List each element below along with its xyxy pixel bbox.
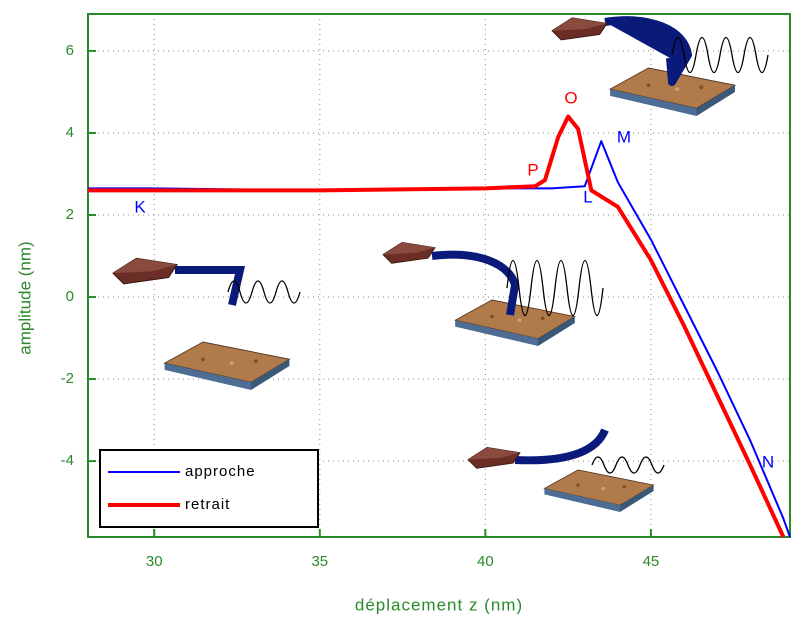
y-tick-label: 0	[66, 288, 74, 305]
plot-frame	[87, 13, 791, 538]
point-annotation: P	[527, 160, 538, 179]
cantilever-illustration	[382, 241, 436, 264]
cantilever-illustration	[551, 17, 608, 41]
legend-box	[99, 449, 319, 528]
y-tick-label: 6	[66, 42, 74, 59]
series-line	[88, 114, 786, 538]
y-tick-label: -2	[61, 370, 74, 387]
legend-label: approche	[185, 463, 256, 480]
y-tick-label: 2	[66, 206, 74, 223]
wave-illustration	[671, 36, 769, 74]
legend: approche retrait	[99, 449, 319, 528]
point-annotation: M	[617, 127, 631, 146]
arrow-illustration	[514, 428, 609, 465]
y-axis-label: amplitude (nm)	[15, 241, 34, 354]
point-annotation: N	[762, 452, 774, 471]
point-annotation: K	[134, 197, 146, 216]
wave-illustration	[506, 260, 604, 316]
lines	[88, 114, 791, 538]
legend-label: retrait	[185, 496, 230, 513]
x-tick-label: 45	[643, 553, 660, 570]
sample-illustration	[164, 341, 290, 391]
y-tick-label: -4	[61, 452, 74, 469]
wave-illustration	[227, 280, 301, 304]
cantilever-illustration	[112, 257, 178, 285]
x-axis-label: déplacement z (nm)	[355, 595, 523, 614]
cantilever-illustration	[467, 446, 521, 469]
sample-illustration	[543, 469, 655, 513]
x-tick-label: 35	[311, 553, 328, 570]
illustrations	[112, 16, 769, 513]
y-tick-label: 4	[66, 124, 74, 141]
point-annotation: O	[564, 88, 577, 107]
point-annotation: L	[583, 187, 592, 206]
arrow-illustration	[431, 250, 520, 316]
x-tick-label: 40	[477, 553, 494, 570]
wave-illustration	[591, 456, 665, 474]
arrow-illustration	[175, 266, 246, 306]
x-tick-label: 30	[146, 553, 163, 570]
arrow-illustration	[604, 16, 692, 86]
